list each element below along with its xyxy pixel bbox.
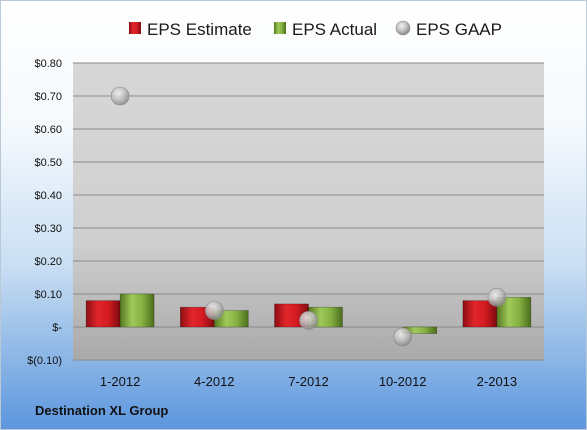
legend-swatch-eps-estimate — [129, 22, 141, 34]
bars — [85, 293, 532, 334]
x-tick-label: 7-2012 — [288, 374, 328, 389]
x-axis-ticks: 1-2012 4-2012 7-2012 10-2012 2-2013 — [100, 374, 517, 389]
bar-eps-estimate — [85, 300, 121, 328]
y-tick-label: $0.40 — [34, 190, 62, 202]
x-tick-label: 4-2012 — [194, 374, 234, 389]
y-tick-label: $0.30 — [34, 223, 62, 235]
legend-marker-eps-gaap — [395, 20, 411, 36]
company-label: Destination XL Group — [35, 403, 169, 418]
y-tick-label: $0.60 — [34, 124, 62, 136]
legend: EPS Estimate EPS Actual EPS GAAP — [129, 20, 502, 39]
x-tick-label: 1-2012 — [100, 374, 140, 389]
point-eps-gaap — [487, 287, 507, 307]
legend-label-eps-estimate: EPS Estimate — [147, 20, 252, 39]
legend-label-eps-actual: EPS Actual — [292, 20, 377, 39]
bar-eps-actual — [119, 293, 155, 328]
point-eps-gaap — [110, 86, 130, 106]
x-tick-label: 2-2013 — [477, 374, 517, 389]
y-tick-label: $- — [52, 322, 62, 334]
y-tick-label: $0.20 — [34, 256, 62, 268]
legend-swatch-eps-actual — [274, 22, 286, 34]
y-tick-label: $0.50 — [34, 157, 62, 169]
x-tick-label: 10-2012 — [379, 374, 427, 389]
y-axis-ticks: $(0.10) $- $0.10 $0.20 $0.30 $0.40 $0.50 $0.60 $… — [27, 58, 62, 367]
y-tick-label: $0.70 — [34, 91, 62, 103]
point-eps-gaap — [205, 301, 224, 320]
point-eps-gaap — [299, 311, 318, 330]
y-tick-label: $0.80 — [34, 58, 62, 70]
legend-label-eps-gaap: EPS GAAP — [416, 20, 502, 39]
y-tick-label: $0.10 — [34, 289, 62, 301]
point-eps-gaap — [393, 327, 413, 347]
gaap-points — [110, 86, 507, 347]
y-tick-label: $(0.10) — [27, 355, 62, 367]
